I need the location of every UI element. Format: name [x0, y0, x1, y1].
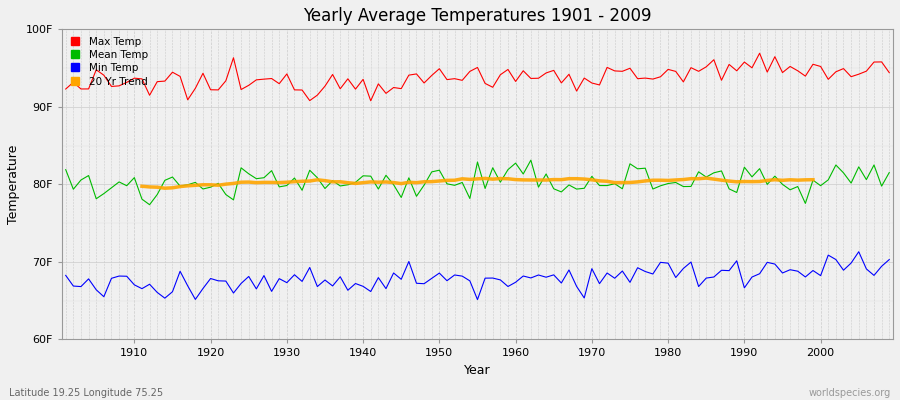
- Text: Latitude 19.25 Longitude 75.25: Latitude 19.25 Longitude 75.25: [9, 388, 163, 398]
- Legend: Max Temp, Mean Temp, Min Temp, 20 Yr Trend: Max Temp, Mean Temp, Min Temp, 20 Yr Tre…: [66, 32, 152, 91]
- Title: Yearly Average Temperatures 1901 - 2009: Yearly Average Temperatures 1901 - 2009: [303, 7, 652, 25]
- Text: worldspecies.org: worldspecies.org: [809, 388, 891, 398]
- Y-axis label: Temperature: Temperature: [7, 145, 20, 224]
- X-axis label: Year: Year: [464, 364, 491, 377]
